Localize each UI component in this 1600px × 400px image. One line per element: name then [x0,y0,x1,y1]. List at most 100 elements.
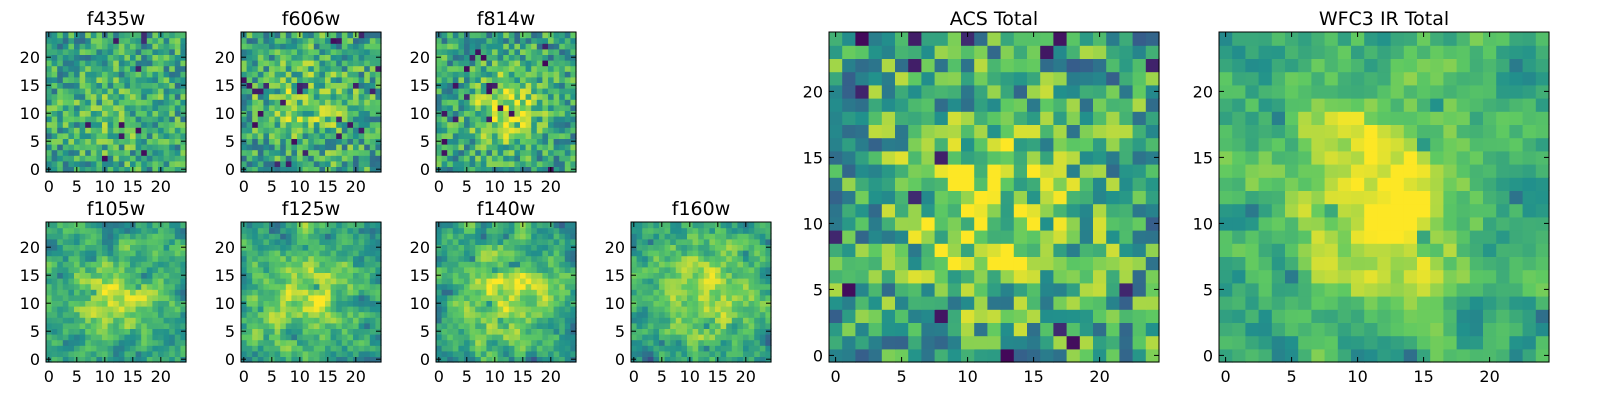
heatmap-cell [759,261,766,268]
heatmap-cell [46,127,53,134]
heatmap-cell [531,345,538,352]
heatmap-cell [158,339,165,346]
heatmap-cell [375,255,382,262]
heatmap-cell [934,309,949,323]
heatmap-cell [447,356,454,363]
heatmap-cell [118,121,125,128]
heatmap-cell [375,266,382,273]
heatmap-cell [274,244,281,251]
heatmap-cell [692,222,699,229]
heatmap-cell [163,250,170,257]
heatmap-cell [698,255,705,262]
heatmap-cell [308,144,315,151]
heatmap-cell [358,88,365,95]
heatmap-cell [520,272,527,279]
heatmap-cell [51,121,58,128]
heatmap-cell [447,60,454,67]
heatmap-cell [158,322,165,329]
heatmap-cell [759,227,766,234]
heatmap-cell [130,60,137,67]
heatmap-cell [703,272,710,279]
heatmap-cell [480,99,487,106]
heatmap-cell [908,335,922,350]
heatmap-cell [447,266,454,273]
heatmap-cell [715,306,722,313]
heatmap-cell [1040,309,1054,323]
heatmap-cell [174,48,181,55]
heatmap-cell [868,243,883,257]
heatmap-cell [285,155,292,162]
heatmap-cell [1066,309,1081,323]
heatmap-cell [96,238,103,245]
heatmap-cell [85,233,92,240]
heatmap-cell [252,306,259,313]
heatmap-cell [163,104,170,111]
x-tick-label: 20 [541,177,561,196]
heatmap-cell [748,350,755,357]
heatmap-cell [514,166,521,173]
heatmap-cell [647,350,654,357]
heatmap-cell [364,250,371,257]
heatmap-cell [1013,269,1028,284]
heatmap-cell [748,233,755,240]
heatmap-cell [1000,190,1015,205]
heatmap-cell [297,88,304,95]
heatmap-cell [542,334,549,341]
heatmap-cell [759,250,766,257]
heatmap-cell [291,149,298,156]
heatmap-cell [51,300,58,307]
heatmap-cell [475,155,482,162]
heatmap-cell [452,311,459,318]
heatmap-cell [51,244,58,251]
heatmap-cell [85,255,92,262]
heatmap-cell [486,322,493,329]
heatmap-cell [135,54,142,61]
heatmap-cell [330,76,337,83]
heatmap-cell [553,328,560,335]
heatmap-cell [280,350,287,357]
heatmap-cell [62,76,69,83]
heatmap-cell [447,289,454,296]
heatmap-cell [855,348,870,363]
heatmap-cell [130,233,137,240]
heatmap-cell [51,261,58,268]
heatmap-cell [46,71,53,78]
heatmap-cell [553,54,560,61]
heatmap-cell [285,144,292,151]
heatmap-cell [174,266,181,273]
heatmap-cell [525,244,532,251]
heatmap-cell [252,48,259,55]
heatmap-cell [675,244,682,251]
heatmap-cell [102,238,109,245]
heatmap-cell [731,233,738,240]
heatmap-cell [291,104,298,111]
heatmap-cell [96,155,103,162]
heatmap-cell [174,283,181,290]
heatmap-cell [347,82,354,89]
heatmap-cell [497,328,504,335]
heatmap-cell [737,283,744,290]
heatmap-cell [302,160,309,167]
heatmap-cell [720,233,727,240]
heatmap-cell [731,272,738,279]
heatmap-cell [158,88,165,95]
heatmap-cell [163,60,170,67]
heatmap-cell [1079,243,1094,257]
heatmap-cell [570,43,577,50]
heatmap-cell [285,48,292,55]
heatmap-cell [548,250,555,257]
heatmap-cell [559,82,566,89]
heatmap-cell [525,317,532,324]
heatmap-cell [152,144,159,151]
heatmap-cell [297,48,304,55]
heatmap-cell [180,76,187,83]
heatmap-cell [553,238,560,245]
heatmap-cell [341,244,348,251]
heatmap-cell [113,32,120,39]
heatmap-cell [57,328,64,335]
heatmap-cell [353,289,360,296]
heatmap-cell [68,350,75,357]
heatmap-cell [570,255,577,262]
heatmap-cell [62,255,69,262]
heatmap-cell [497,48,504,55]
